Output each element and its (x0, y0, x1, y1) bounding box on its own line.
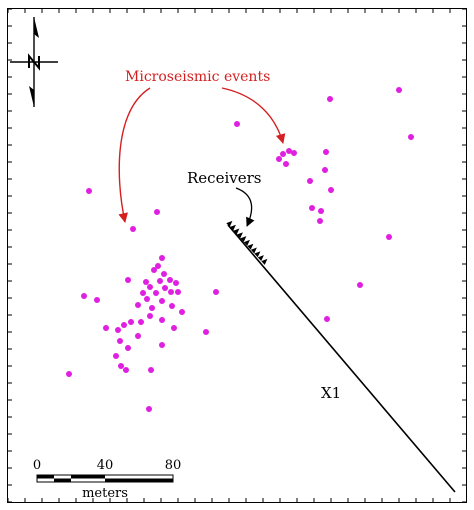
receivers-arrow (235, 187, 255, 227)
event-point (81, 293, 87, 299)
receiver-marker (257, 255, 264, 262)
scale-unit: meters (82, 486, 128, 501)
event-point (283, 161, 289, 167)
event-point (117, 338, 123, 344)
event-point (135, 333, 141, 339)
event-point (280, 151, 286, 157)
event-point (234, 121, 240, 127)
event-point (154, 209, 160, 215)
event-point (125, 345, 131, 351)
receiver-marker (236, 232, 243, 239)
event-point (143, 279, 149, 285)
event-point (157, 278, 163, 284)
event-point (94, 297, 100, 303)
event-point (125, 277, 131, 283)
north-arrow-icon (10, 17, 58, 107)
well-label: X1 (321, 384, 341, 402)
receiver-marker (247, 243, 254, 250)
event-point (173, 280, 179, 286)
event-point (147, 284, 153, 290)
event-point (357, 282, 363, 288)
event-point (115, 327, 121, 333)
receiver-marker (254, 251, 261, 258)
event-point (140, 290, 146, 296)
frame-ticks (7, 8, 467, 503)
event-point (128, 319, 134, 325)
event-point (408, 134, 414, 140)
event-point (146, 406, 152, 412)
event-point (159, 317, 165, 323)
event-point (162, 285, 168, 291)
microseismic-arrow-left (118, 87, 151, 223)
event-point (161, 271, 167, 277)
event-point (149, 305, 155, 311)
event-point (327, 96, 333, 102)
event-point (135, 302, 141, 308)
receiver-marker (243, 239, 250, 246)
event-point (130, 226, 136, 232)
receiver-marker (250, 247, 257, 254)
event-point (159, 298, 165, 304)
well-trajectory (227, 224, 456, 493)
receiver-array (226, 220, 268, 265)
event-point (147, 313, 153, 319)
event-point (309, 205, 315, 211)
event-point (144, 296, 150, 302)
receiver-marker (240, 236, 247, 243)
event-point (213, 289, 219, 295)
event-point (168, 289, 174, 295)
event-point (153, 290, 159, 296)
event-point (322, 167, 328, 173)
event-point (171, 325, 177, 331)
event-point (318, 208, 324, 214)
event-point (66, 371, 72, 377)
event-point (138, 319, 144, 325)
event-point (317, 218, 323, 224)
scale-bar: 0 40 80 meters (33, 458, 181, 501)
microseismic-event-points (66, 87, 414, 412)
receiver-marker (233, 228, 240, 235)
event-point (103, 325, 109, 331)
event-point (396, 87, 402, 93)
event-point (121, 322, 127, 328)
event-point (286, 148, 292, 154)
event-point (307, 178, 313, 184)
event-point (123, 367, 129, 373)
event-point (113, 353, 119, 359)
event-point (203, 329, 209, 335)
event-point (276, 156, 282, 162)
event-point (155, 263, 161, 269)
event-point (159, 255, 165, 261)
event-point (324, 316, 330, 322)
scale-tick-0: 0 (33, 458, 41, 473)
receiver-marker (261, 258, 268, 265)
receiver-marker (229, 224, 236, 231)
event-point (179, 309, 185, 315)
event-point (86, 188, 92, 194)
microseismic-label: Microseismic events (125, 69, 270, 85)
event-point (118, 363, 124, 369)
scale-tick-40: 40 (97, 458, 114, 473)
event-point (328, 187, 334, 193)
event-point (175, 289, 181, 295)
microseismic-arrow-right (221, 87, 286, 144)
receivers-label: Receivers (187, 169, 261, 187)
map-frame (7, 8, 467, 503)
event-point (151, 267, 157, 273)
event-point (159, 342, 165, 348)
event-point (167, 277, 173, 283)
receiver-marker (226, 220, 233, 227)
event-point (323, 149, 329, 155)
event-point (291, 150, 297, 156)
event-point (148, 367, 154, 373)
scale-tick-80: 80 (165, 458, 182, 473)
event-point (169, 303, 175, 309)
event-point (386, 234, 392, 240)
